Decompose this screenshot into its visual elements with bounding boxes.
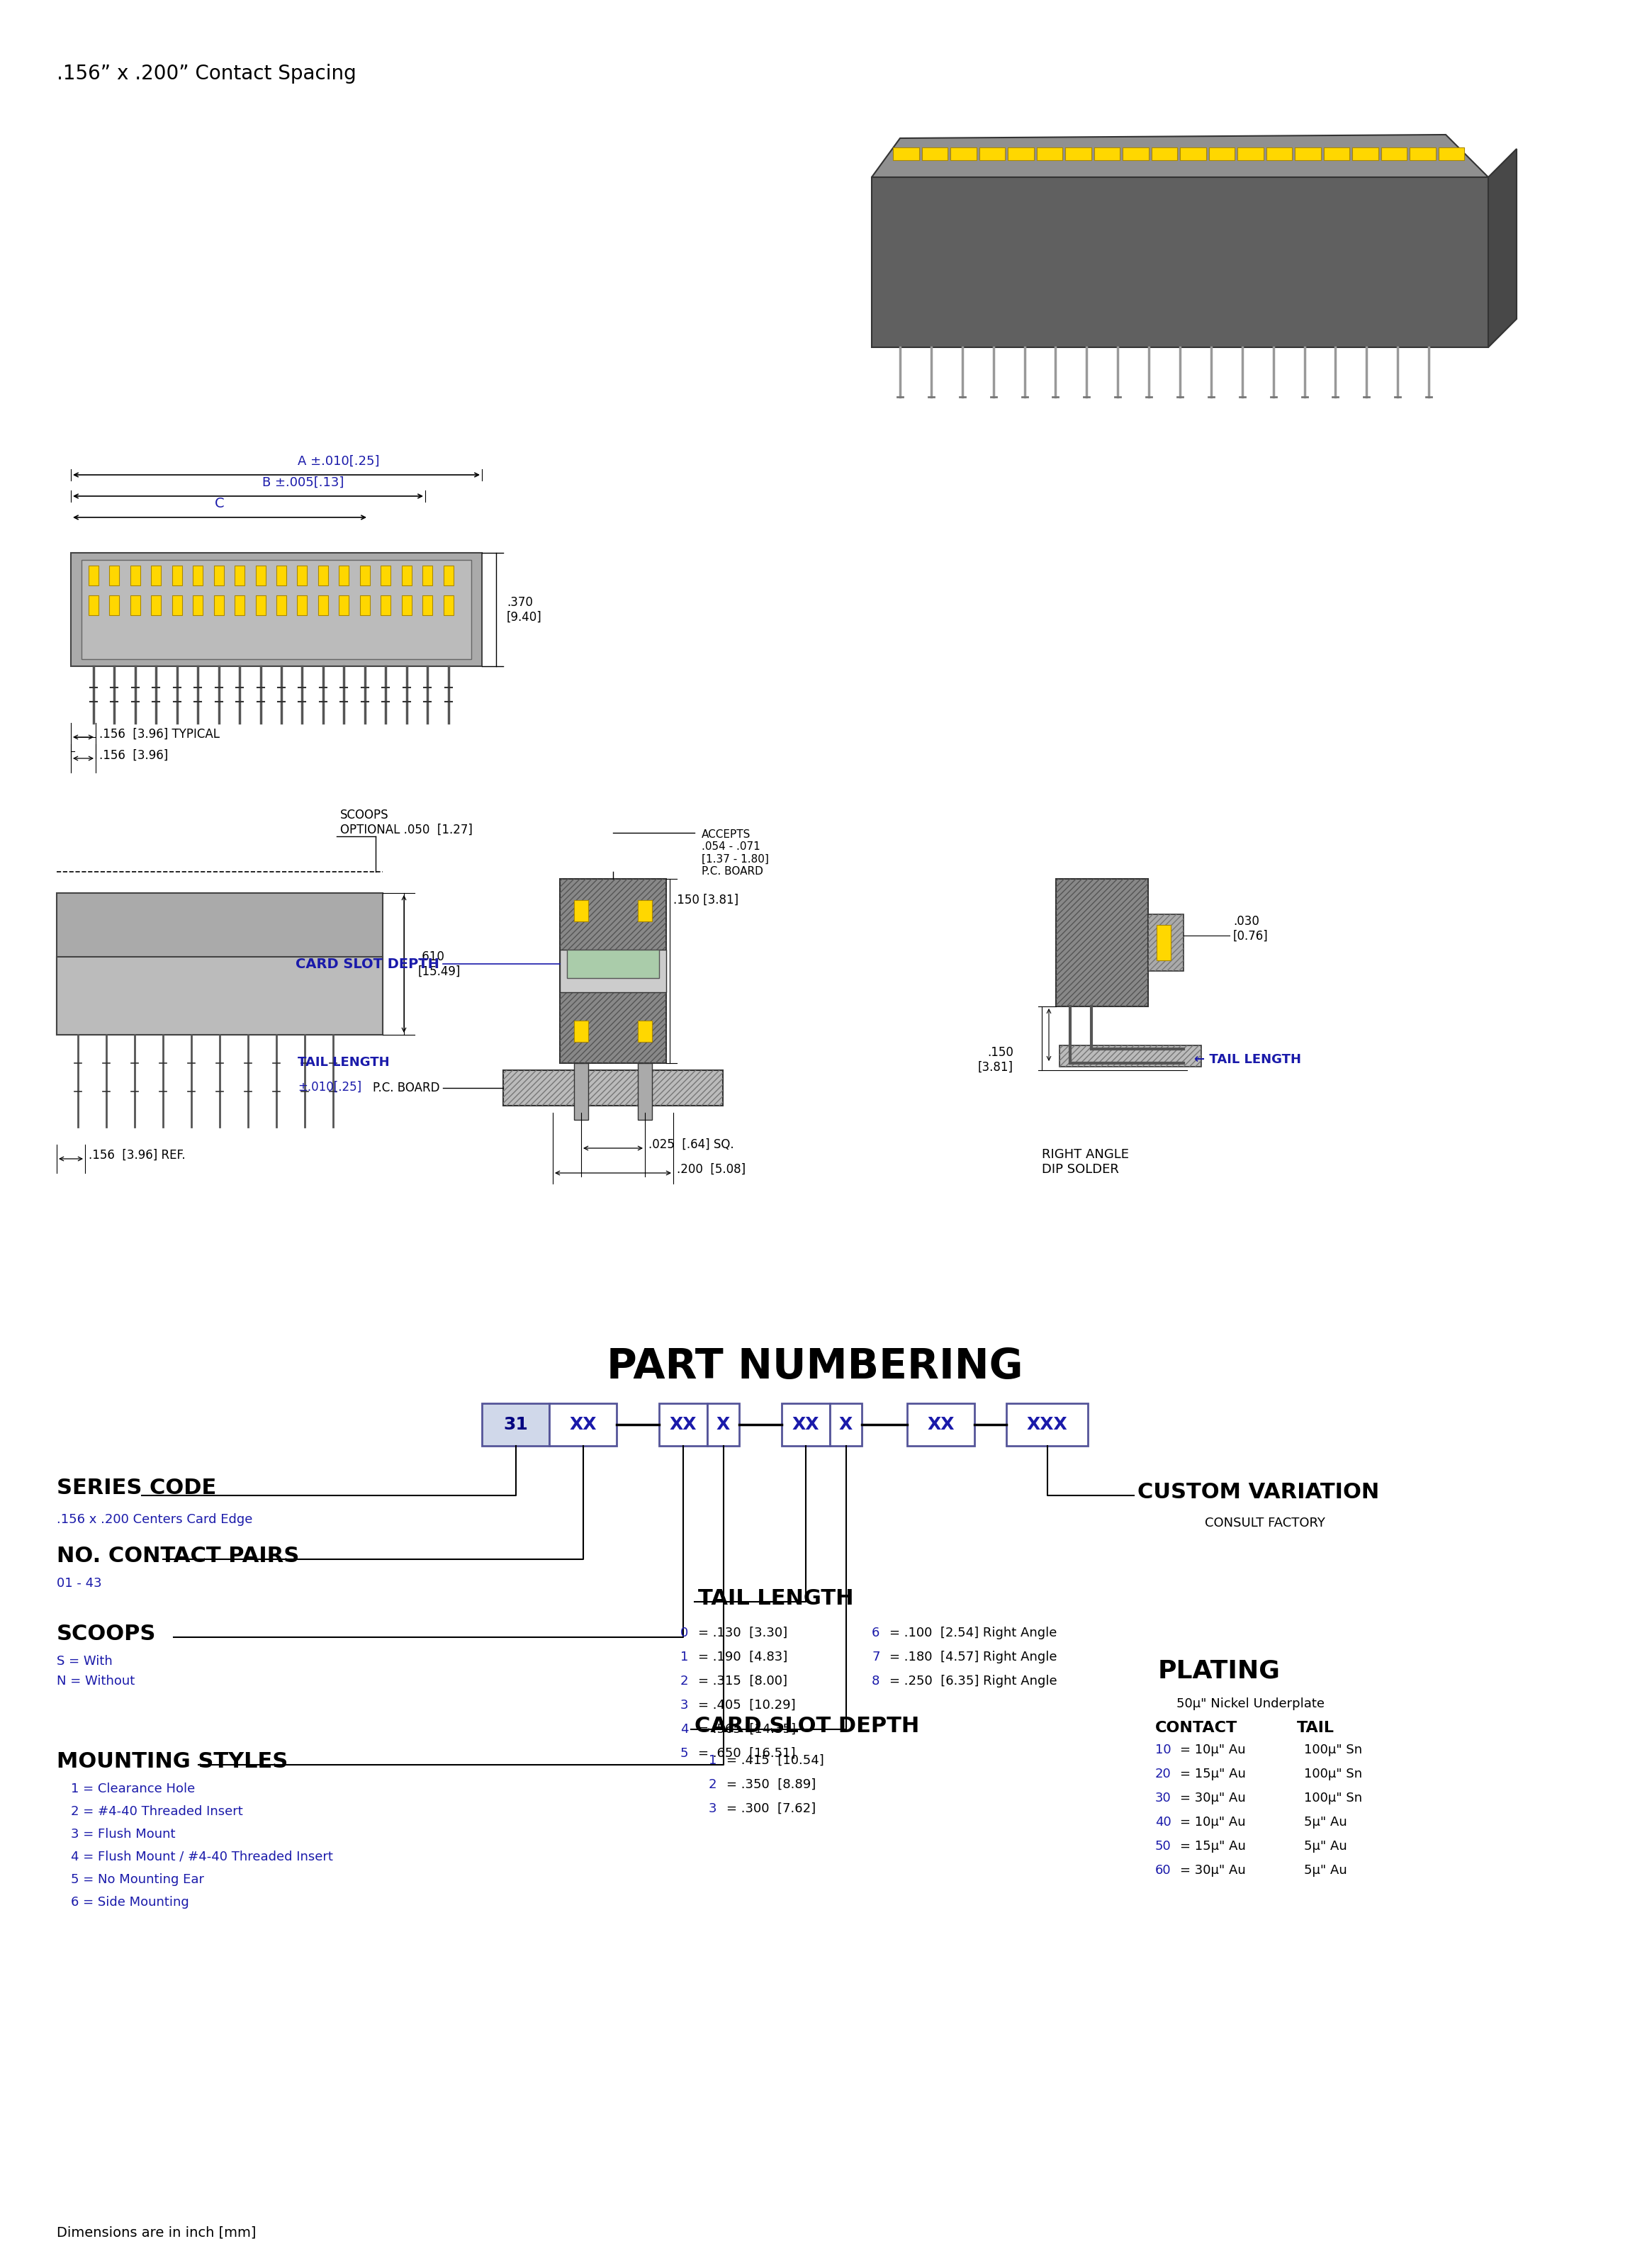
Bar <box>57 957 383 1034</box>
Bar <box>830 1404 862 1447</box>
Bar <box>1037 147 1063 161</box>
Bar <box>1056 878 1148 1007</box>
Bar <box>173 594 183 615</box>
Polygon shape <box>1488 150 1516 347</box>
Text: 100μ" Sn: 100μ" Sn <box>1304 1744 1363 1755</box>
Text: = .650  [16.51]: = .650 [16.51] <box>698 1746 795 1760</box>
Text: 6 = Side Mounting: 6 = Side Mounting <box>70 1896 189 1910</box>
Bar <box>88 565 98 585</box>
Text: = .100  [2.54] Right Angle: = .100 [2.54] Right Angle <box>890 1626 1056 1640</box>
Text: 20: 20 <box>1156 1767 1172 1780</box>
Text: S = With: S = With <box>57 1656 112 1667</box>
Bar <box>297 594 306 615</box>
Bar <box>567 950 659 978</box>
Text: 3: 3 <box>709 1803 717 1814</box>
Bar <box>339 565 349 585</box>
Text: PLATING: PLATING <box>1157 1658 1280 1683</box>
Bar <box>443 565 453 585</box>
Text: = .250  [6.35] Right Angle: = .250 [6.35] Right Angle <box>890 1674 1058 1687</box>
Bar <box>277 565 287 585</box>
Bar <box>360 565 370 585</box>
Text: NO. CONTACT PAIRS: NO. CONTACT PAIRS <box>57 1545 300 1565</box>
Bar <box>360 594 370 615</box>
Text: 2 = #4-40 Threaded Insert: 2 = #4-40 Threaded Insert <box>70 1805 243 1819</box>
Text: .156” x .200” Contact Spacing: .156” x .200” Contact Spacing <box>57 64 357 84</box>
Text: CARD SLOT DEPTH: CARD SLOT DEPTH <box>694 1715 919 1735</box>
Bar <box>152 594 161 615</box>
Bar <box>637 1021 652 1041</box>
Text: = .315  [8.00]: = .315 [8.00] <box>698 1674 787 1687</box>
Text: = 10μ" Au: = 10μ" Au <box>1180 1817 1245 1828</box>
Bar <box>1006 1404 1087 1447</box>
Text: CONSULT FACTORY: CONSULT FACTORY <box>1205 1517 1325 1529</box>
Text: RIGHT ANGLE
DIP SOLDER: RIGHT ANGLE DIP SOLDER <box>1042 1148 1130 1175</box>
Text: SCOOPS: SCOOPS <box>57 1624 156 1644</box>
Text: Dimensions are in inch [mm]: Dimensions are in inch [mm] <box>57 2227 256 2241</box>
Bar <box>130 594 140 615</box>
Text: .370
[9.40]: .370 [9.40] <box>507 596 541 624</box>
Bar <box>1410 147 1436 161</box>
Text: 1: 1 <box>680 1651 688 1662</box>
Text: 2: 2 <box>709 1778 717 1792</box>
Text: P.C. BOARD: P.C. BOARD <box>372 1082 440 1095</box>
Text: XX: XX <box>927 1415 955 1433</box>
Bar <box>1294 147 1320 161</box>
Bar <box>559 950 667 993</box>
Text: .150
[3.81]: .150 [3.81] <box>978 1046 1014 1073</box>
Text: XXX: XXX <box>1027 1415 1068 1433</box>
Text: = .300  [7.62]: = .300 [7.62] <box>727 1803 815 1814</box>
Bar <box>130 565 140 585</box>
Text: 5: 5 <box>680 1746 688 1760</box>
Text: TAIL LENGTH: TAIL LENGTH <box>298 1057 390 1068</box>
Text: SERIES CODE: SERIES CODE <box>57 1479 217 1499</box>
Bar <box>1060 1046 1201 1066</box>
Bar <box>1060 1046 1201 1066</box>
Text: = .190  [4.83]: = .190 [4.83] <box>698 1651 787 1662</box>
Text: .156 x .200 Centers Card Edge: .156 x .200 Centers Card Edge <box>57 1513 253 1526</box>
Bar <box>57 894 383 1034</box>
Text: .025  [.64] SQ.: .025 [.64] SQ. <box>649 1139 734 1152</box>
Text: XX: XX <box>792 1415 820 1433</box>
Text: = 15μ" Au: = 15μ" Au <box>1180 1839 1245 1853</box>
Bar <box>1157 925 1170 959</box>
Bar <box>152 565 161 585</box>
Bar <box>401 594 411 615</box>
Bar <box>192 565 202 585</box>
Text: = .415  [10.54]: = .415 [10.54] <box>727 1753 825 1767</box>
Bar <box>1180 147 1206 161</box>
Text: 8: 8 <box>872 1674 880 1687</box>
Bar <box>1007 147 1033 161</box>
Bar <box>980 147 1006 161</box>
Text: = .350  [8.89]: = .350 [8.89] <box>727 1778 817 1792</box>
Text: = 15μ" Au: = 15μ" Au <box>1180 1767 1245 1780</box>
Text: 3 = Flush Mount: 3 = Flush Mount <box>70 1828 176 1842</box>
Text: ACCEPTS
.054 - .071
[1.37 - 1.80]
P.C. BOARD: ACCEPTS .054 - .071 [1.37 - 1.80] P.C. B… <box>701 830 769 878</box>
Bar <box>559 878 667 1064</box>
Text: 5μ" Au: 5μ" Au <box>1304 1817 1346 1828</box>
Bar <box>1148 914 1183 971</box>
Bar <box>950 147 976 161</box>
Text: = .405  [10.29]: = .405 [10.29] <box>698 1699 795 1712</box>
Text: 10: 10 <box>1156 1744 1172 1755</box>
Text: ±.010[.25]: ±.010[.25] <box>298 1082 362 1093</box>
Text: 1: 1 <box>709 1753 717 1767</box>
Text: X: X <box>717 1415 730 1433</box>
Bar <box>1056 878 1148 1007</box>
Text: C: C <box>215 497 225 510</box>
Bar <box>256 594 266 615</box>
Text: = 10μ" Au: = 10μ" Au <box>1180 1744 1245 1755</box>
Text: .156  [3.96] TYPICAL: .156 [3.96] TYPICAL <box>99 728 220 742</box>
Text: 2: 2 <box>680 1674 688 1687</box>
Text: = .565  [14.35]: = .565 [14.35] <box>698 1724 795 1735</box>
Bar <box>318 594 328 615</box>
Text: XX: XX <box>569 1415 597 1433</box>
Text: 50: 50 <box>1156 1839 1172 1853</box>
Text: = .130  [3.30]: = .130 [3.30] <box>698 1626 787 1640</box>
Bar <box>235 565 244 585</box>
Text: .150 [3.81]: .150 [3.81] <box>673 894 738 907</box>
Bar <box>559 878 667 1064</box>
Text: = .180  [4.57] Right Angle: = .180 [4.57] Right Angle <box>890 1651 1056 1662</box>
Bar <box>921 147 947 161</box>
Text: B ±.005[.13]: B ±.005[.13] <box>262 476 344 490</box>
Bar <box>637 1064 652 1120</box>
